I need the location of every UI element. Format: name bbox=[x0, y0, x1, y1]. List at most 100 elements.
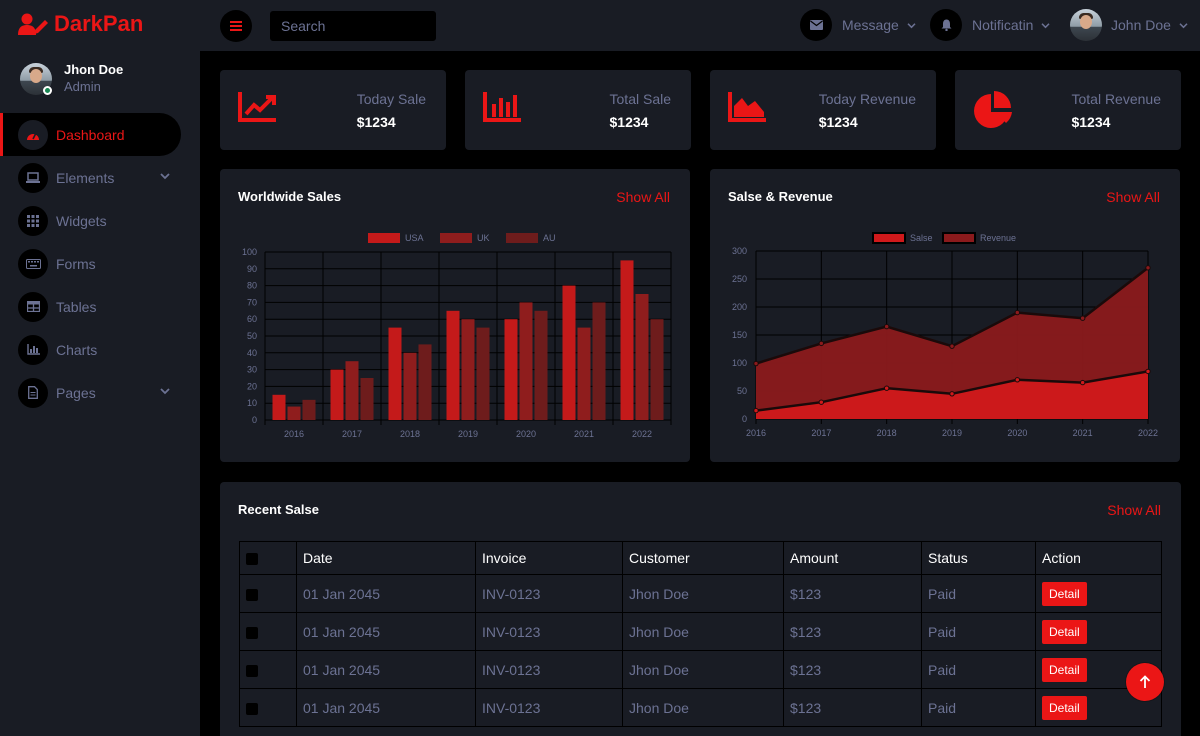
stat-card-total-sale: Total Sale $1234 bbox=[465, 70, 691, 150]
invoice-cell: INV-0123 bbox=[475, 574, 623, 613]
amount-cell: $123 bbox=[783, 688, 922, 727]
column-header: Invoice bbox=[475, 541, 623, 575]
bell-icon bbox=[930, 9, 962, 41]
data-point bbox=[883, 323, 890, 330]
y-tick-label: 70 bbox=[247, 297, 257, 307]
x-tick-label: 2020 bbox=[1007, 428, 1027, 438]
row-checkbox[interactable] bbox=[246, 664, 258, 677]
y-tick-label: 40 bbox=[247, 348, 257, 358]
y-tick-label: 0 bbox=[742, 414, 747, 424]
hamburger-icon bbox=[230, 21, 242, 31]
sidebar-item-charts[interactable]: Charts bbox=[0, 328, 200, 371]
data-point bbox=[818, 399, 825, 405]
sidebar-nav: Dashboard Elements Widgets Forms Tabl bbox=[0, 113, 200, 414]
bar bbox=[360, 378, 374, 420]
sidebar-item-tables[interactable]: Tables bbox=[0, 285, 200, 328]
y-tick-label: 60 bbox=[247, 314, 257, 324]
sidebar-item-widgets[interactable]: Widgets bbox=[0, 199, 200, 242]
stat-card-today-revenue: Today Revenue $1234 bbox=[710, 70, 936, 150]
x-tick-label: 2019 bbox=[942, 428, 962, 438]
customer-cell: Jhon Doe bbox=[622, 612, 784, 651]
detail-button[interactable]: Detail bbox=[1042, 657, 1087, 682]
user-label: John Doe bbox=[1111, 17, 1171, 33]
bar bbox=[534, 310, 548, 420]
panel-title: Worldwide Sales bbox=[238, 189, 342, 204]
row-checkbox[interactable] bbox=[246, 702, 258, 715]
bar bbox=[403, 352, 417, 420]
row-checkbox[interactable] bbox=[246, 626, 258, 639]
sales-revenue-panel: Salse & Revenue Show All 0 50 100 150 200 250… bbox=[710, 169, 1180, 462]
data-point bbox=[753, 407, 759, 414]
menu-toggle-button[interactable] bbox=[220, 10, 252, 42]
y-tick-label: 300 bbox=[732, 246, 747, 256]
amount-cell: $123 bbox=[783, 612, 922, 651]
bar bbox=[519, 302, 533, 420]
select-all-checkbox[interactable] bbox=[246, 553, 258, 566]
row-select-cell bbox=[239, 574, 297, 613]
action-cell: Detail bbox=[1035, 612, 1162, 651]
message-dropdown[interactable]: Message bbox=[800, 9, 916, 41]
row-checkbox[interactable] bbox=[246, 588, 258, 601]
sidebar-item-pages[interactable]: Pages bbox=[0, 371, 200, 414]
message-label: Message bbox=[842, 17, 899, 33]
bar bbox=[272, 394, 286, 420]
sidebar-profile: Jhon Doe Admin bbox=[20, 62, 123, 96]
legend-swatch bbox=[368, 233, 400, 243]
legend-label: Revenue bbox=[980, 233, 1016, 243]
profile-role: Admin bbox=[64, 79, 101, 94]
legend-label: AU bbox=[543, 233, 556, 243]
data-point bbox=[949, 391, 955, 397]
show-all-link[interactable]: Show All bbox=[1107, 502, 1161, 518]
user-dropdown[interactable]: John Doe bbox=[1070, 9, 1188, 41]
table-row: 01 Jan 2045 INV-0123 Jhon Doe $123 Paid … bbox=[239, 612, 1162, 651]
sidebar-item-label: Charts bbox=[56, 341, 98, 358]
y-tick-label: 200 bbox=[732, 302, 747, 312]
status-cell: Paid bbox=[921, 650, 1036, 689]
date-cell: 01 Jan 2045 bbox=[296, 650, 476, 689]
y-tick-label: 100 bbox=[732, 358, 747, 368]
detail-button[interactable]: Detail bbox=[1042, 581, 1087, 606]
bar bbox=[461, 319, 475, 420]
bar bbox=[577, 327, 591, 420]
y-tick-label: 20 bbox=[247, 381, 257, 391]
status-cell: Paid bbox=[921, 574, 1036, 613]
data-point bbox=[1145, 265, 1151, 271]
sidebar-item-forms[interactable]: Forms bbox=[0, 242, 200, 285]
invoice-cell: INV-0123 bbox=[475, 612, 623, 651]
brand-name: DarkPan bbox=[54, 11, 144, 36]
user-edit-icon bbox=[18, 13, 48, 35]
data-point bbox=[1014, 377, 1021, 383]
bar bbox=[504, 319, 518, 420]
sales-revenue-chart: 0 50 100 150 200 250 300 2016 2017 2018 2019 2020 20… bbox=[732, 232, 1158, 438]
customer-cell: Jhon Doe bbox=[622, 574, 784, 613]
brand-logo[interactable]: DarkPan bbox=[18, 10, 143, 38]
show-all-link[interactable]: Show All bbox=[1106, 189, 1160, 205]
arrow-up-icon bbox=[1139, 675, 1151, 688]
bar bbox=[302, 399, 316, 420]
detail-button[interactable]: Detail bbox=[1042, 619, 1087, 644]
recent-sales-panel: Recent Salse Show All Date Invoice Custo… bbox=[220, 482, 1181, 736]
date-cell: 01 Jan 2045 bbox=[296, 612, 476, 651]
sidebar-item-elements[interactable]: Elements bbox=[0, 156, 200, 199]
date-cell: 01 Jan 2045 bbox=[296, 688, 476, 727]
area-chart-icon bbox=[728, 92, 766, 122]
notification-dropdown[interactable]: Notificatin bbox=[930, 9, 1051, 41]
laptop-icon bbox=[18, 162, 48, 193]
avatar bbox=[20, 63, 52, 95]
x-tick-label: 2022 bbox=[1138, 428, 1158, 438]
detail-button[interactable]: Detail bbox=[1042, 695, 1087, 720]
bar bbox=[592, 302, 606, 420]
x-tick-label: 2016 bbox=[284, 429, 304, 439]
stat-value: $1234 bbox=[609, 114, 649, 130]
search-input[interactable] bbox=[270, 11, 436, 41]
row-select-cell bbox=[239, 688, 297, 727]
sidebar-item-dashboard[interactable]: Dashboard bbox=[0, 113, 181, 156]
chevron-down-icon bbox=[160, 173, 170, 180]
sidebar-item-label: Widgets bbox=[56, 212, 107, 229]
sidebar-item-label: Forms bbox=[56, 255, 96, 272]
data-point bbox=[818, 340, 825, 347]
back-to-top-button[interactable] bbox=[1126, 663, 1164, 701]
show-all-link[interactable]: Show All bbox=[616, 189, 670, 205]
x-tick-label: 2016 bbox=[746, 428, 766, 438]
column-header: Action bbox=[1035, 541, 1162, 575]
